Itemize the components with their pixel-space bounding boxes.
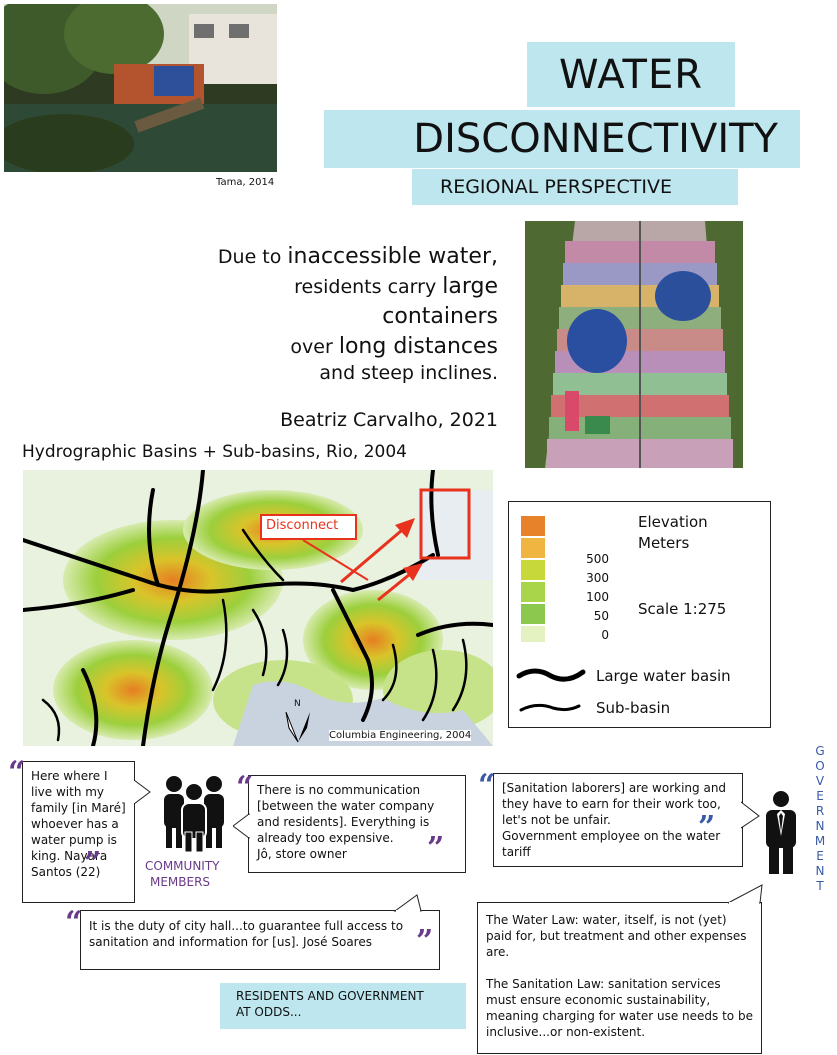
bubble-tail (727, 884, 763, 904)
quote-mare-text: Here where I live with my family [in Mar… (31, 769, 126, 879)
quote-government-attribution: Government employee on the water tariff (502, 829, 721, 859)
quote-government-text: [Sanitation laborers] are working and th… (502, 781, 727, 827)
law-box: The Water Law: water, itself, is not (ye… (477, 902, 762, 1054)
title-line-1: WATER (558, 51, 704, 98)
sanitation-law-text: The Sanitation Law: sanitation services … (486, 977, 753, 1039)
water-law-text: The Water Law: water, itself, is not (ye… (486, 913, 747, 959)
stairs-photo (525, 221, 743, 468)
intro-quote: Due to inaccessible water, residents car… (180, 242, 498, 435)
quote-bubble-city-hall: It is the duty of city hall...to guarant… (80, 910, 440, 970)
map-credit: Columbia Engineering, 2004 (329, 730, 472, 741)
title-box-2: DISCONNECTIVITY (324, 110, 800, 168)
basin-line-samples (516, 668, 586, 712)
quote-attribution: Beatriz Carvalho, 2021 (280, 409, 498, 431)
quote-bubble-store: There is no communication [between the w… (248, 775, 466, 873)
level-50: 50 (593, 609, 609, 623)
photo-caption: Tama, 2014 (216, 177, 275, 188)
legend-sub-basin: Sub-basin (596, 699, 671, 717)
map-scale: Scale 1:275 (638, 600, 727, 618)
community-label: COMMUNITY MEMBERS (145, 859, 220, 889)
quote-store-text: There is no communication [between the w… (257, 783, 435, 845)
north-arrow-label: N (294, 699, 301, 709)
close-quote-icon: ” (698, 810, 716, 845)
government-official-icon (760, 790, 802, 874)
open-quote-icon: “ (8, 755, 26, 790)
disconnect-label: Disconnect (266, 518, 339, 533)
subtitle: REGIONAL PERSPECTIVE (440, 176, 672, 198)
elevation-title-2: Meters (638, 534, 690, 552)
title-box-1: WATER (527, 42, 735, 107)
open-quote-icon: “ (478, 768, 496, 803)
legend-large-basin: Large water basin (596, 667, 731, 685)
level-0: 0 (601, 628, 609, 642)
close-quote-icon: ” (84, 846, 102, 881)
elevation-levels: 500 300 100 50 0 (579, 550, 609, 645)
quote-bubble-government: [Sanitation laborers] are working and th… (493, 773, 743, 867)
open-quote-icon: “ (65, 905, 83, 940)
open-quote-icon: “ (236, 770, 254, 805)
community-members-icon (160, 772, 228, 853)
subtitle-box: REGIONAL PERSPECTIVE (412, 169, 738, 205)
title-line-2: DISCONNECTIVITY (413, 116, 778, 162)
bubble-tail (393, 894, 422, 912)
hydrographic-map: Disconnect N Columbia Engineering, 2004 (23, 470, 493, 746)
level-100: 100 (586, 590, 609, 604)
odds-box: RESIDENTS AND GOVERNMENT AT ODDS... (220, 983, 466, 1029)
close-quote-icon: ” (416, 924, 434, 959)
bubble-tail (233, 813, 250, 839)
map-legend: Elevation Meters 500 300 100 50 0 Scale … (508, 501, 771, 728)
level-500: 500 (586, 552, 609, 566)
quote-bubble-mare: Here where I live with my family [in Mar… (22, 761, 135, 903)
government-vertical-label: G O V E R N M E N T (814, 744, 826, 893)
bubble-tail (741, 801, 760, 829)
quote-store-attribution: Jô, store owner (257, 847, 347, 861)
close-quote-icon: ” (427, 831, 445, 866)
favela-river-photo (4, 4, 277, 172)
quote-city-text: It is the duty of city hall...to guarant… (89, 919, 404, 949)
elevation-title-1: Elevation (638, 513, 708, 531)
level-300: 300 (586, 571, 609, 585)
map-heading: Hydrographic Basins + Sub-basins, Rio, 2… (22, 442, 407, 462)
bubble-tail (134, 779, 151, 805)
